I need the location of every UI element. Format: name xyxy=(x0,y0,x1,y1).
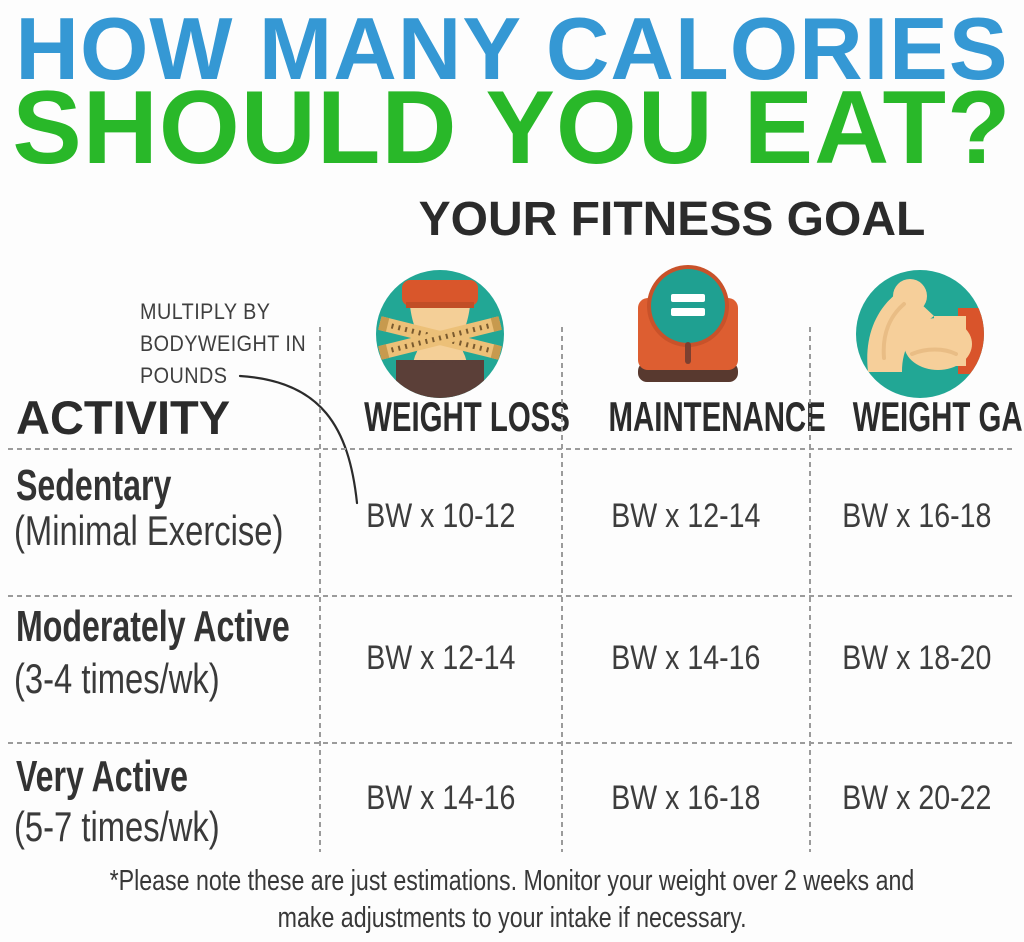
table-horizontal-divider-2 xyxy=(8,595,1016,597)
waist-measuring-tape-icon xyxy=(376,270,504,398)
title-line-2: SHOULD YOU EAT? xyxy=(12,70,1012,186)
row-frequency-moderately-active: (3-4 times/wk) xyxy=(14,655,220,702)
multiply-note-line-2: BODYWEIGHT IN xyxy=(140,331,307,356)
column-header-weight-gain: WEIGHT GAIN xyxy=(852,393,1024,440)
footer-note-line-2: make adjustments to your intake if neces… xyxy=(277,902,747,934)
cell-sedentary-maintenance: BW x 12-14 xyxy=(611,497,761,535)
fitness-goal-heading: YOUR FITNESS GOAL xyxy=(418,193,926,246)
cell-very-active-weight-gain: BW x 20-22 xyxy=(842,779,992,817)
flexed-bicep-icon xyxy=(856,270,984,398)
row-activity-very-active: Very Active xyxy=(16,752,189,801)
table-vertical-divider-3 xyxy=(809,327,811,852)
table-vertical-divider-2 xyxy=(561,327,563,852)
activity-column-header: ACTIVITY xyxy=(16,391,231,444)
multiply-note-line-3: POUNDS xyxy=(140,363,228,388)
table-horizontal-divider-1 xyxy=(8,448,1016,450)
balance-scale-icon xyxy=(638,265,738,382)
cell-moderately-active-maintenance: BW x 14-16 xyxy=(611,639,761,677)
cell-moderately-active-weight-gain: BW x 18-20 xyxy=(842,639,992,677)
row-activity-moderately-active: Moderately Active xyxy=(16,602,290,651)
cell-moderately-active-weight-loss: BW x 12-14 xyxy=(366,639,516,677)
table-vertical-divider-1 xyxy=(319,327,321,852)
multiply-note: MULTIPLY BY BODYWEIGHT IN POUNDS xyxy=(140,296,325,392)
cell-sedentary-weight-gain: BW x 16-18 xyxy=(842,497,992,535)
column-header-weight-loss: WEIGHT LOSS xyxy=(364,393,570,440)
cell-very-active-weight-loss: BW x 14-16 xyxy=(366,779,516,817)
cell-sedentary-weight-loss: BW x 10-12 xyxy=(366,497,516,535)
row-frequency-sedentary: (Minimal Exercise) xyxy=(14,507,284,554)
title-line-1: HOW MANY CALORIES xyxy=(15,0,1009,98)
column-header-maintenance: MAINTENANCE xyxy=(608,393,826,440)
table-horizontal-divider-3 xyxy=(8,742,1016,744)
row-activity-sedentary: Sedentary xyxy=(16,461,172,510)
cell-very-active-maintenance: BW x 16-18 xyxy=(611,779,761,817)
multiply-note-line-1: MULTIPLY BY xyxy=(140,299,271,324)
row-frequency-very-active: (5-7 times/wk) xyxy=(14,803,220,850)
footer-note-line-1: *Please note these are just estimations.… xyxy=(109,865,915,897)
